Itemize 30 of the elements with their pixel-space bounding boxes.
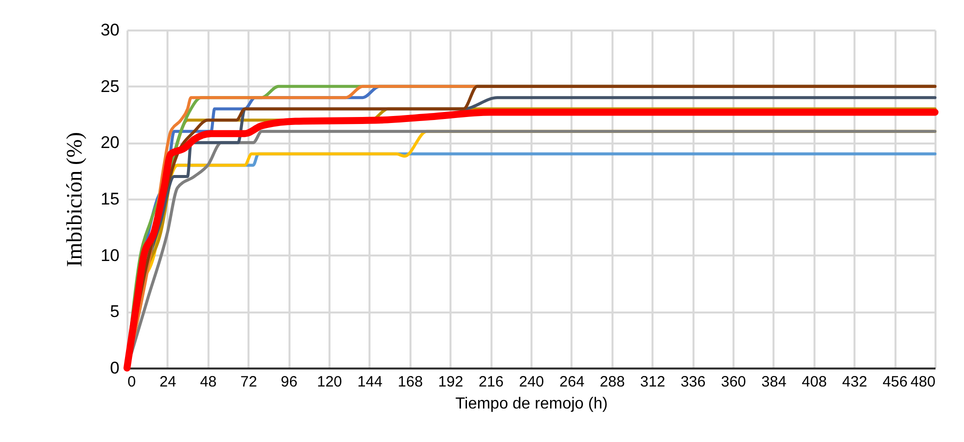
x-tick-label: 168	[398, 374, 423, 390]
x-tick-label: 384	[761, 374, 786, 390]
x-tick-label: 24	[160, 374, 176, 390]
x-tick-label: 312	[640, 374, 666, 390]
x-tick-label: 432	[842, 374, 868, 390]
y-tick-label: 5	[110, 302, 120, 322]
x-tick-label: 48	[200, 374, 217, 390]
x-tick-label: 72	[240, 374, 258, 390]
x-tick-label: 144	[357, 374, 382, 390]
x-tick-label: 240	[518, 374, 544, 390]
y-tick-label: 20	[100, 133, 120, 152]
x-tick-label: 120	[316, 374, 342, 390]
x-tick-label: 336	[680, 374, 706, 390]
y-axis-title: Imbibición (%)	[62, 132, 87, 268]
x-tick-label: 408	[802, 374, 827, 390]
y-tick-label: 25	[100, 76, 120, 96]
x-tick-label: 96	[280, 374, 298, 390]
y-tick-label: 15	[100, 190, 120, 208]
x-tick-label: 360	[720, 374, 746, 390]
x-tick-label: 480	[910, 374, 936, 390]
x-tick-label: 288	[600, 374, 625, 390]
y-tick-label: 10	[100, 246, 120, 265]
x-tick-label: 216	[478, 374, 504, 390]
x-tick-label: 0	[128, 374, 136, 390]
y-tick-label: 30	[100, 20, 120, 40]
x-tick-label: 264	[559, 374, 584, 390]
y-tick-label: 0	[110, 358, 120, 378]
x-tick-label: 192	[438, 374, 464, 390]
x-tick-label: 456	[882, 374, 908, 390]
x-axis-title: Tiempo de remojo (h)	[455, 396, 608, 412]
